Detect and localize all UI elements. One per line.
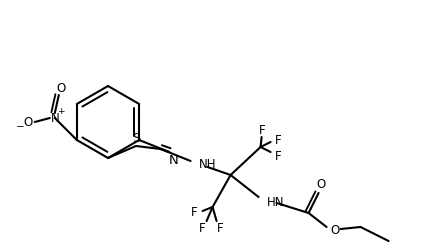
Text: O: O (330, 224, 339, 236)
Text: O: O (23, 115, 33, 129)
Text: S: S (132, 132, 140, 144)
Text: N: N (51, 111, 59, 124)
Text: F: F (217, 223, 224, 236)
Text: NH: NH (198, 158, 216, 171)
Text: F: F (191, 205, 198, 218)
Text: O: O (56, 81, 66, 94)
Text: +: + (57, 108, 65, 116)
Text: −: − (15, 122, 24, 132)
Text: HN: HN (267, 196, 284, 208)
Text: O: O (316, 178, 325, 192)
Text: F: F (199, 223, 206, 236)
Text: F: F (275, 135, 282, 147)
Text: F: F (275, 150, 282, 164)
Text: F: F (259, 124, 266, 138)
Text: N: N (169, 154, 178, 168)
